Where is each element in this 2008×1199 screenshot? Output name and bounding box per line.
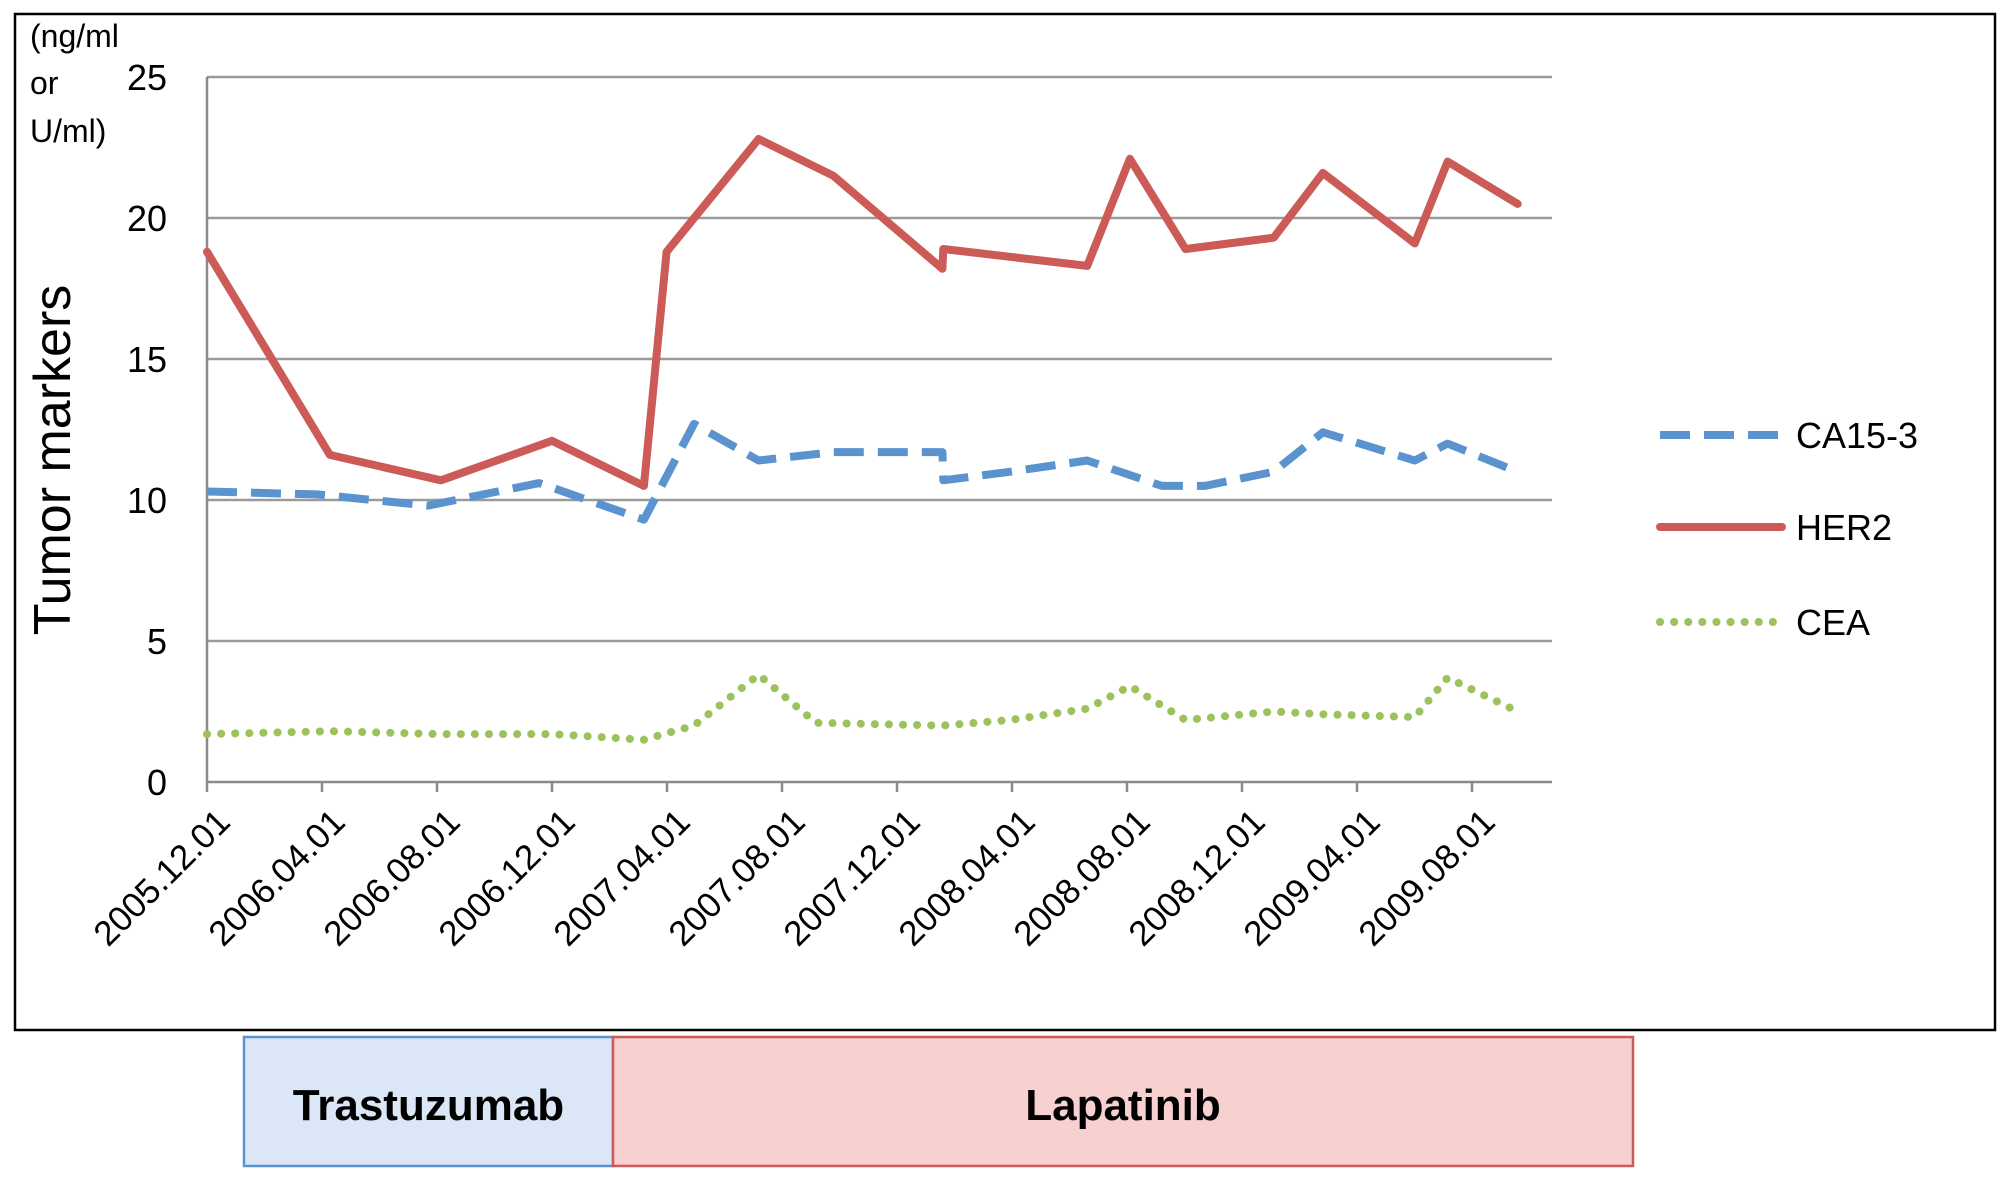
y-tick-label: 15	[127, 339, 167, 380]
treatment-bars: Trastuzumab Lapatinib	[242, 1035, 1635, 1168]
legend: CA15-3 HER2 CEA	[1656, 415, 1918, 643]
y-tick-label: 20	[127, 198, 167, 239]
unit-label-line: (ng/ml	[30, 18, 119, 54]
unit-label-line: U/ml)	[30, 113, 106, 149]
legend-label: CEA	[1796, 602, 1870, 643]
unit-label-line: or	[30, 65, 59, 101]
treatment-bar-lapatinib	[611, 1035, 1635, 1168]
axes	[205, 77, 1552, 792]
y-tick-label: 0	[147, 762, 167, 803]
series-line-cea	[203, 670, 1522, 744]
y-axis-label: Tumor markers	[24, 285, 82, 636]
treatment-bar-trastuzumab	[242, 1035, 615, 1168]
legend-label: CA15-3	[1796, 415, 1918, 456]
y-tick-label: 10	[127, 480, 167, 521]
unit-label: (ng/ml or U/ml)	[30, 18, 119, 149]
series-line-her2	[203, 135, 1522, 490]
y-tick-labels: 0 5 10 15 20 25	[127, 57, 167, 803]
legend-label: HER2	[1796, 507, 1892, 548]
series-line-ca153	[206, 419, 1520, 524]
series-lines	[203, 135, 1522, 744]
y-tick-label: 25	[127, 57, 167, 98]
chart-frame	[13, 12, 1997, 1032]
treatment-label: Trastuzumab	[293, 1081, 564, 1130]
treatment-label: Lapatinib	[1025, 1081, 1221, 1130]
y-tick-label: 5	[147, 621, 167, 662]
grid-lines	[207, 75, 1552, 643]
